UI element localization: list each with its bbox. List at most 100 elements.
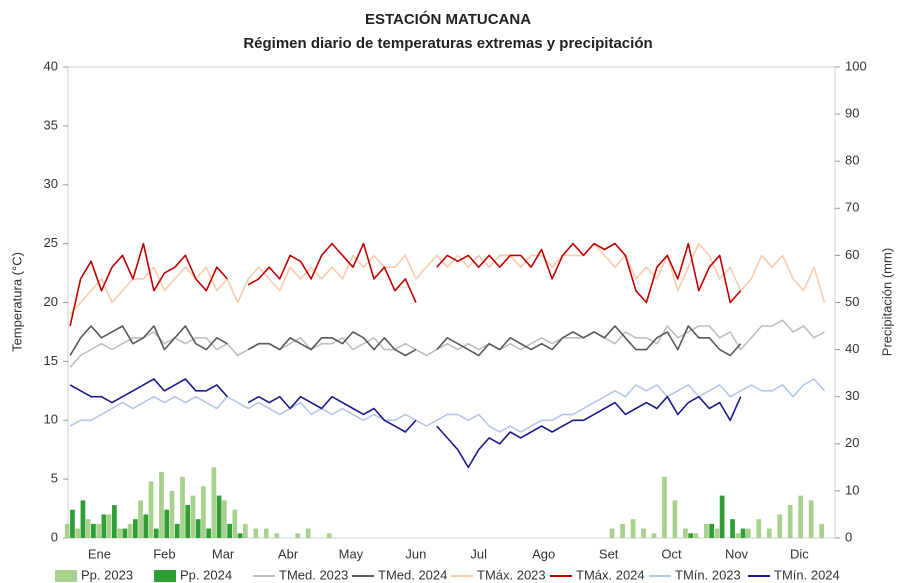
precip-bar (122, 528, 128, 538)
y-tick-label: 35 (44, 117, 58, 132)
y2-tick-label: 0 (845, 529, 852, 544)
legend-label: TMed. 2024 (378, 567, 447, 582)
x-tick-label: Jul (470, 546, 487, 561)
precip-bar (704, 523, 709, 538)
precip-bar (683, 528, 688, 538)
x-tick-label: Oct (661, 546, 682, 561)
temp-line (69, 378, 742, 469)
precip-bar (263, 528, 269, 538)
y-tick-label: 25 (44, 235, 58, 250)
precip-bar (242, 523, 248, 538)
x-tick-label: Dic (790, 546, 809, 561)
x-tick-label: Jun (405, 546, 426, 561)
y-tick-label: 20 (44, 294, 58, 309)
y-tick-label: 15 (44, 353, 58, 368)
precip-bar (719, 495, 725, 538)
precip-bar (138, 500, 143, 538)
legend-label: TMín. 2024 (774, 567, 840, 582)
legend-label: TMáx. 2023 (477, 567, 546, 582)
x-tick-label: Set (599, 546, 619, 561)
precip-bar (206, 528, 212, 538)
precip-bar (237, 533, 243, 538)
legend-label: TMáx. 2024 (576, 567, 645, 582)
precip-bar (148, 481, 154, 538)
precip-bar (326, 533, 332, 538)
temp-line (69, 242, 826, 315)
y-tick-label: 5 (51, 471, 58, 486)
temp-line (69, 325, 742, 357)
precip-bar (127, 523, 133, 538)
precip-bar (641, 528, 646, 538)
x-tick-label: Nov (725, 546, 749, 561)
precip-bar (159, 472, 164, 538)
precip-bar (222, 500, 227, 538)
precip-bar (164, 509, 170, 538)
precip-bar (64, 523, 70, 538)
precip-bar (117, 528, 122, 538)
precip-bar (106, 514, 112, 538)
y2-tick-label: 100 (845, 58, 867, 73)
y2-tick-label: 60 (845, 247, 859, 262)
x-tick-label: Ene (88, 546, 111, 561)
x-tick-label: Feb (153, 546, 175, 561)
precip-bar (174, 523, 180, 538)
legend-label: Pp. 2023 (81, 567, 133, 582)
precip-bar (96, 523, 102, 538)
precip-bar (101, 514, 107, 538)
precip-bar (227, 523, 232, 538)
precip-bar (180, 476, 185, 538)
temp-line (69, 242, 742, 327)
precip-bar (819, 523, 824, 538)
temp-line (69, 378, 826, 433)
precip-bar (169, 490, 175, 538)
y-tick-label: 30 (44, 176, 58, 191)
precip-bar (143, 514, 149, 538)
precip-bar (232, 509, 238, 538)
y-tick-label: 10 (44, 412, 58, 427)
precip-bar (75, 528, 81, 538)
precip-bar (216, 495, 222, 538)
legend-swatch (55, 570, 77, 582)
x-tick-label: Ago (532, 546, 555, 561)
y2-tick-label: 70 (845, 200, 859, 215)
precip-bar (777, 514, 783, 538)
precip-bar (756, 519, 762, 538)
precip-bar (201, 486, 206, 538)
precip-bar (798, 495, 804, 538)
precip-bar (70, 509, 75, 538)
precip-bar (195, 519, 201, 538)
precip-bar (740, 528, 746, 538)
y-tick-label: 0 (51, 529, 58, 544)
legend-label: TMín. 2023 (675, 567, 741, 582)
precip-bar (688, 533, 694, 538)
precip-bar (85, 519, 91, 538)
legend-label: Pp. 2024 (180, 567, 232, 582)
y2-tick-label: 80 (845, 153, 859, 168)
precip-bar (714, 528, 720, 538)
precip-bar (693, 533, 699, 538)
x-tick-label: Mar (212, 546, 235, 561)
precip-bar (730, 519, 735, 538)
precip-bar (620, 523, 625, 538)
y2-tick-label: 40 (845, 341, 859, 356)
precip-bar (305, 528, 311, 538)
temp-line (69, 319, 825, 368)
y2-tick-label: 30 (845, 388, 859, 403)
precip-bar (735, 533, 741, 538)
precip-bar (153, 528, 159, 538)
precip-bar (91, 523, 96, 538)
x-tick-label: May (339, 546, 364, 561)
chart-title: ESTACIÓN MATUCANA (365, 10, 531, 28)
chart-subtitle: Régimen diario de temperaturas extremas … (243, 35, 652, 52)
precip-bar (274, 533, 280, 538)
precip-bar (709, 523, 714, 538)
precip-bar (211, 467, 217, 538)
precip-bar (766, 528, 772, 538)
precip-bar (295, 533, 301, 538)
precip-bar (651, 533, 657, 538)
legend-label: TMed. 2023 (279, 567, 348, 582)
precip-bar (672, 500, 678, 538)
precip-bar (808, 500, 814, 538)
x-tick-label: Abr (278, 546, 299, 561)
